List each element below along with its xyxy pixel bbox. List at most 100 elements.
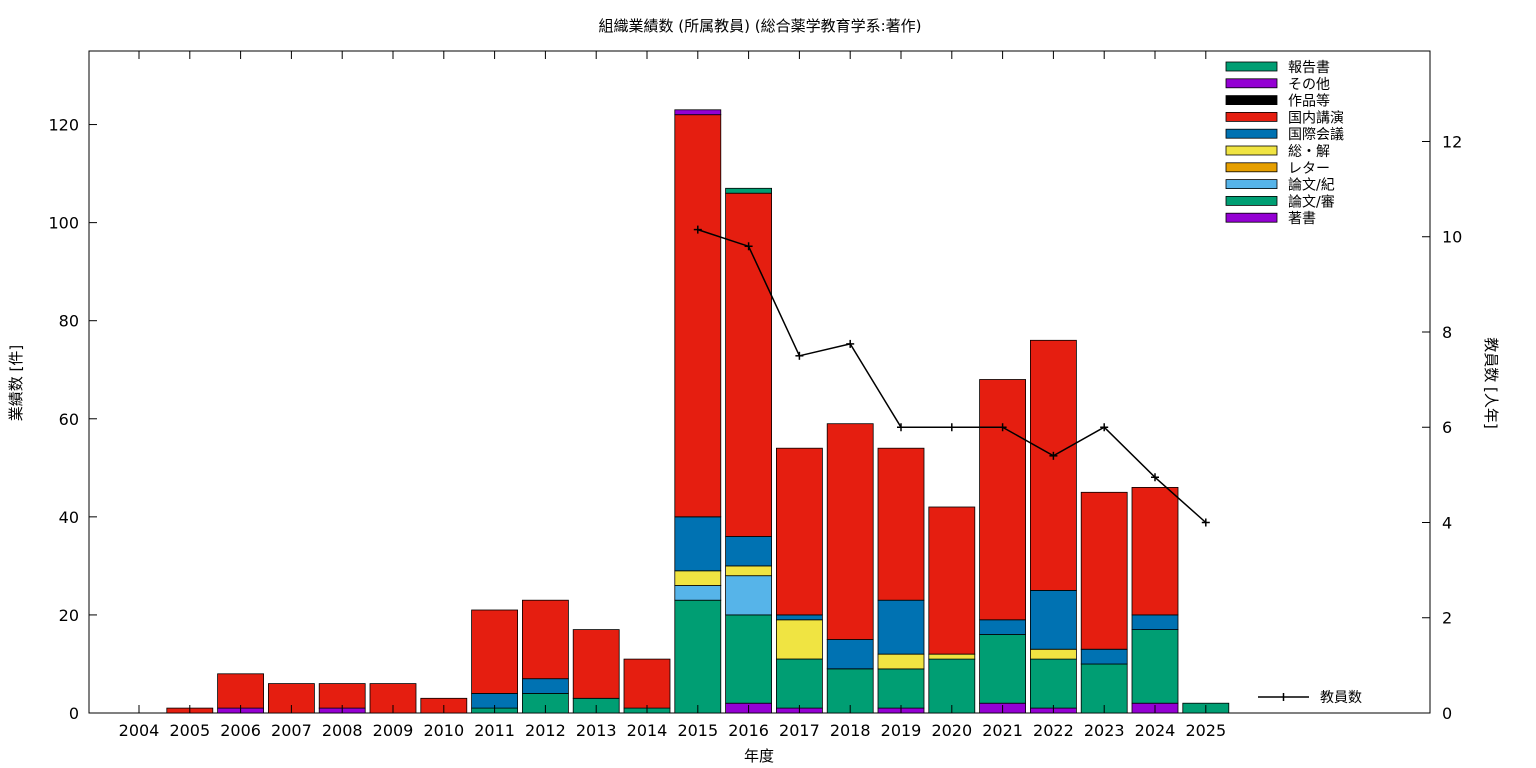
legend-label-2: 作品等 (1288, 93, 1330, 110)
x-tick-label: 2021 (982, 721, 1023, 740)
legend-swatch-0 (1225, 61, 1278, 72)
faculty-point-2021 (998, 423, 1007, 432)
bar-segment-2021-6 (979, 379, 1026, 621)
x-tick-label: 2019 (881, 721, 922, 740)
y-tick-label: 60 (59, 410, 79, 429)
bar-segment-2021-1 (979, 634, 1026, 704)
x-tick-label: 2006 (220, 721, 261, 740)
x-tick-label: 2013 (576, 721, 617, 740)
bar-segment-2019-6 (877, 447, 925, 601)
bar-segment-2023-5 (1080, 648, 1128, 665)
bar-segment-2017-4 (776, 619, 823, 660)
legend-label-9: 著書 (1288, 211, 1316, 227)
bar-segment-2006-6 (217, 673, 265, 709)
y-axis-label: 業績数 [件] (7, 345, 25, 421)
bar-segment-2020-6 (928, 506, 976, 655)
faculty-point-2018 (846, 339, 855, 348)
bar-segment-2014-6 (623, 658, 671, 709)
faculty-point-2023 (1100, 423, 1109, 432)
faculty-point-2016 (744, 242, 753, 251)
bar-segment-2023-1 (1080, 663, 1128, 714)
bar-segment-2021-5 (979, 619, 1026, 635)
bar-segment-2016-1 (725, 614, 772, 704)
legend-swatch-7 (1225, 179, 1278, 190)
bar-segment-2019-1 (877, 668, 925, 709)
bar-segment-2013-6 (572, 629, 620, 699)
bar-segment-2016-6 (725, 192, 772, 537)
chart-title: 組織業績数 (所属教員) (総合薬学教育学系:著作) (598, 17, 921, 35)
bar-segment-2017-6 (776, 447, 823, 616)
bar-segment-2022-5 (1030, 590, 1077, 650)
bar-segment-2011-6 (471, 609, 519, 694)
faculty-point-2020 (947, 423, 956, 432)
x-tick-label: 2014 (627, 721, 668, 740)
bar-segment-2019-5 (877, 599, 925, 655)
x-tick-label: 2022 (1033, 721, 1074, 740)
x-tick-label: 2020 (931, 721, 972, 740)
legend-swatch-8 (1225, 195, 1278, 206)
bar-segment-2018-5 (826, 639, 874, 670)
faculty-point-2015 (693, 225, 702, 234)
bar-segment-2008-6 (318, 683, 366, 709)
x-tick-label: 2008 (322, 721, 363, 740)
bar-segment-2020-4 (928, 653, 976, 660)
bar-segment-2024-5 (1131, 614, 1179, 631)
x-tick-label: 2018 (830, 721, 871, 740)
bar-segment-2020-1 (928, 658, 976, 714)
bar-segment-2024-1 (1131, 629, 1179, 704)
y-tick-label: 0 (69, 704, 79, 723)
bar-segment-2022-4 (1030, 648, 1077, 660)
bar-segment-2017-5 (776, 614, 823, 621)
y-tick-label: 100 (48, 214, 79, 233)
bar-segment-2015-4 (674, 570, 722, 586)
x-tick-label: 2010 (423, 721, 464, 740)
x-tick-label: 2025 (1185, 721, 1226, 740)
faculty-point-2024 (1151, 473, 1159, 482)
legend-label-3: 国内講演 (1288, 110, 1344, 126)
bar-segment-2022-1 (1030, 658, 1077, 709)
x-tick-label: 2024 (1135, 721, 1176, 740)
faculty-line (693, 225, 1210, 527)
axes: 0 20 40 60 80 100 120 0 2 4 6 8 10 12 2004 2005 2006 2007… (48, 51, 1462, 740)
y2-tick-label: 0 (1442, 704, 1452, 723)
legend-swatch-6 (1225, 162, 1278, 173)
legend-swatch-5 (1225, 145, 1278, 156)
y2-tick-label: 12 (1442, 132, 1462, 151)
legend-label-4: 国際会議 (1288, 126, 1344, 143)
bar-segment-2019-4 (877, 653, 925, 670)
y-tick-label: 120 (48, 116, 79, 135)
bar-segment-2022-6 (1030, 339, 1077, 591)
bar-segment-2016-5 (725, 536, 772, 567)
bar-segment-2012-6 (522, 599, 569, 680)
y2-tick-label: 10 (1442, 228, 1462, 247)
legend-label-0: 報告書 (1288, 60, 1330, 76)
x-tick-label: 2005 (169, 721, 210, 740)
legend-label-1: その他 (1288, 77, 1330, 93)
legend-label-5: 総・解 (1288, 144, 1330, 160)
legend-swatch-1 (1225, 78, 1278, 89)
y2-tick-label: 6 (1442, 418, 1452, 437)
legend-line-label: 教員数 (1320, 690, 1362, 706)
legend-label-6: レター (1288, 161, 1330, 177)
faculty-point-2022 (1049, 451, 1058, 460)
bar-segment-2012-5 (522, 678, 569, 694)
bar-segment-2015-1 (674, 599, 722, 714)
x-tick-label: 2015 (677, 721, 718, 740)
x-tick-label: 2011 (474, 721, 515, 740)
x-tick-label: 2017 (779, 721, 820, 740)
bar-segment-2023-6 (1080, 491, 1128, 650)
bar-segment-2016-9 (725, 187, 772, 194)
faculty-point-2017 (795, 351, 804, 360)
bar-segment-2018-6 (826, 423, 874, 640)
bar-segment-2017-1 (776, 658, 823, 709)
x-tick-label: 2016 (728, 721, 769, 740)
legend-label-8: 論文/審 (1288, 194, 1335, 210)
bar-segment-2024-6 (1131, 486, 1179, 616)
legend-label-7: 論文/紀 (1288, 178, 1335, 194)
x-tick-label: 2009 (373, 721, 414, 740)
faculty-point-2019 (897, 423, 905, 432)
faculty-line-path (697, 228, 1207, 524)
x-tick-label: 2007 (271, 721, 312, 740)
bar-segment-2015-8 (674, 109, 722, 116)
